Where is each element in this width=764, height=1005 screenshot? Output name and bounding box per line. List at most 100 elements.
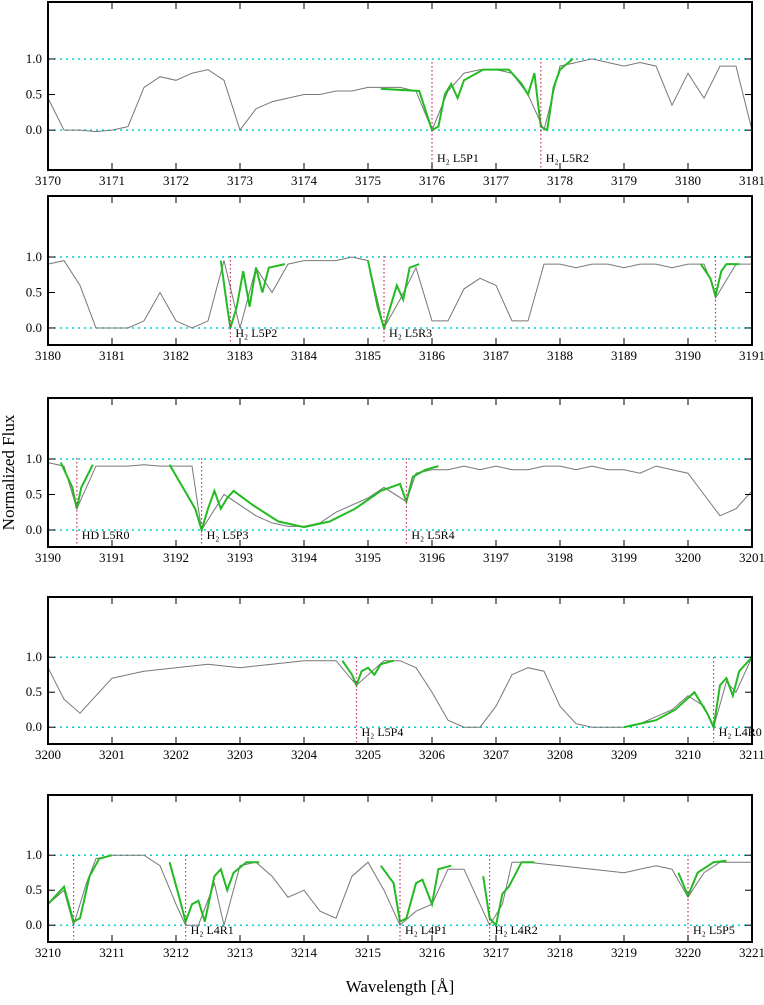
spectrum-line (380, 58, 574, 132)
x-tick-label: 3188 (547, 348, 573, 363)
spectrum-line (219, 260, 740, 332)
x-tick-label: 3183 (227, 348, 253, 363)
spectrum-line (341, 656, 753, 731)
transition-label: H₂ L5P1 (437, 151, 479, 165)
y-tick-label: 0.0 (26, 522, 42, 537)
x-tick-label: 3201 (99, 747, 125, 762)
transition-label: H₂ L5P3 (207, 528, 249, 542)
x-tick-label: 3208 (547, 747, 573, 762)
x-tick-label: 3205 (355, 747, 381, 762)
x-tick-label: 3201 (739, 550, 764, 565)
x-tick-label: 3216 (419, 945, 446, 960)
x-tick-label: 3214 (291, 945, 318, 960)
x-tick-label: 3173 (227, 173, 253, 188)
x-tick-label: 3180 (675, 173, 701, 188)
transition-label: H₂ L5R4 (411, 528, 454, 542)
x-tick-label: 3212 (163, 945, 189, 960)
x-axis-label: Wavelength [Å] (346, 977, 455, 996)
x-tick-label: 3195 (355, 550, 381, 565)
transition-label: HD L5R0 (82, 528, 130, 542)
y-tick-label: 0.5 (26, 87, 42, 102)
x-tick-label: 3204 (291, 747, 318, 762)
y-tick-label: 0.5 (26, 684, 42, 699)
transition-label: H₂ L4P1 (405, 923, 447, 937)
transition-label: H₂ L4R0 (719, 725, 762, 739)
x-tick-label: 3220 (675, 945, 701, 960)
x-tick-label: 3189 (611, 348, 637, 363)
x-tick-label: 3192 (163, 550, 189, 565)
y-tick-label: 0.0 (26, 719, 42, 734)
spectrum-line (47, 854, 752, 927)
x-tick-label: 3196 (419, 550, 446, 565)
transition-label: H₂ L5P5 (693, 923, 735, 937)
x-tick-label: 3217 (483, 945, 510, 960)
x-tick-label: 3190 (35, 550, 61, 565)
x-tick-label: 3182 (163, 348, 189, 363)
y-tick-label: 0.0 (26, 320, 42, 335)
x-tick-label: 3211 (99, 945, 125, 960)
x-tick-label: 3175 (355, 173, 381, 188)
x-tick-label: 3185 (355, 348, 381, 363)
y-tick-label: 1.0 (26, 649, 42, 664)
x-tick-label: 3215 (355, 945, 381, 960)
y-tick-label: 0.5 (26, 486, 42, 501)
x-tick-label: 3184 (291, 348, 318, 363)
x-tick-label: 3213 (227, 945, 253, 960)
plot-frame (47, 596, 753, 745)
x-tick-label: 3206 (419, 747, 446, 762)
spectrum-line (47, 58, 753, 133)
x-tick-label: 3186 (419, 348, 446, 363)
x-tick-label: 3191 (99, 550, 125, 565)
plot-frame (47, 794, 753, 943)
y-tick-label: 1.0 (26, 451, 42, 466)
spectrum-line (47, 256, 752, 330)
x-tick-label: 3219 (611, 945, 637, 960)
spectrum-line (47, 462, 753, 532)
x-tick-label: 3177 (483, 173, 510, 188)
x-tick-label: 3170 (35, 173, 61, 188)
transition-label: H₂ L5R3 (389, 326, 432, 340)
y-tick-label: 1.0 (26, 51, 42, 66)
plot-frame (47, 397, 753, 548)
x-tick-label: 3221 (739, 945, 764, 960)
x-tick-label: 3198 (547, 550, 573, 565)
x-tick-label: 3200 (675, 550, 701, 565)
x-tick-label: 3176 (419, 173, 446, 188)
x-tick-label: 3197 (483, 550, 510, 565)
x-tick-label: 3210 (675, 747, 701, 762)
x-tick-label: 3180 (35, 348, 61, 363)
x-tick-label: 3193 (227, 550, 253, 565)
spectrum-line (59, 462, 439, 534)
x-tick-label: 3190 (675, 348, 701, 363)
y-tick-label: 1.0 (26, 249, 42, 264)
y-tick-label: 0.0 (26, 917, 42, 932)
x-tick-label: 3211 (739, 747, 764, 762)
x-tick-label: 3218 (547, 945, 573, 960)
x-tick-label: 3179 (611, 173, 637, 188)
x-tick-label: 3181 (99, 348, 125, 363)
x-tick-label: 3210 (35, 945, 61, 960)
x-tick-label: 3171 (99, 173, 125, 188)
transition-label: H₂ L4R2 (495, 923, 538, 937)
x-tick-label: 3202 (163, 747, 189, 762)
transition-label: H₂ L5R2 (546, 151, 589, 165)
plot-frame (47, 195, 753, 346)
transition-label: H₂ L5P2 (235, 326, 277, 340)
x-tick-label: 3207 (483, 747, 510, 762)
x-tick-label: 3203 (227, 747, 253, 762)
spectrum-line (47, 854, 727, 928)
x-tick-label: 3174 (291, 173, 318, 188)
x-tick-label: 3194 (291, 550, 318, 565)
x-tick-label: 3209 (611, 747, 637, 762)
x-tick-label: 3200 (35, 747, 61, 762)
x-tick-label: 3172 (163, 173, 189, 188)
plot-frame (47, 1, 753, 171)
y-axis-label: Normalized Flux (0, 414, 18, 530)
x-tick-label: 3191 (739, 348, 764, 363)
x-tick-label: 3199 (611, 550, 637, 565)
x-tick-label: 3181 (739, 173, 764, 188)
transition-label: H₂ L5P4 (361, 725, 403, 739)
y-tick-label: 0.5 (26, 882, 42, 897)
x-tick-label: 3187 (483, 348, 510, 363)
transition-label: H₂ L4R1 (191, 923, 234, 937)
